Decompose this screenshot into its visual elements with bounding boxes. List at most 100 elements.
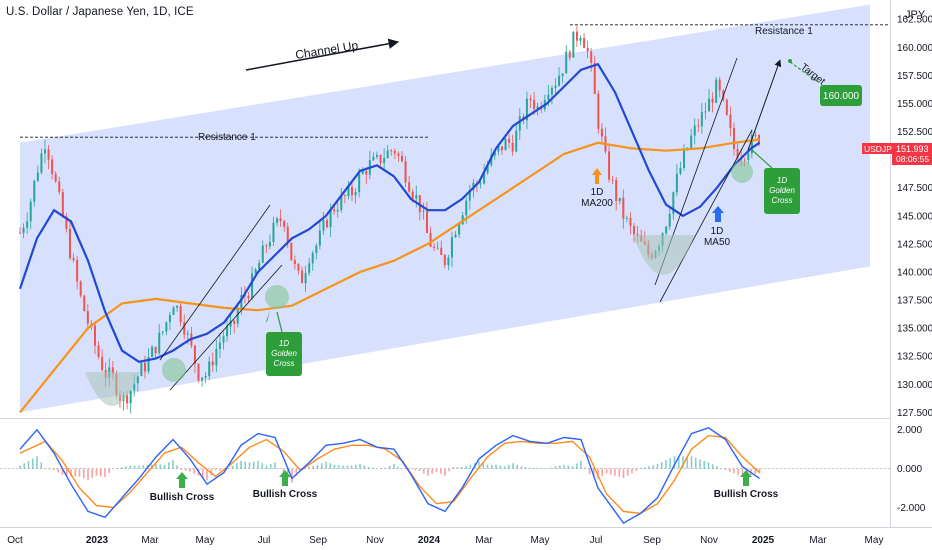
candle-body <box>629 217 632 226</box>
candle-body <box>515 130 518 152</box>
macd-histogram-bar <box>320 463 323 469</box>
y-tick-label: 155.000 <box>897 99 932 110</box>
macd-histogram-bar <box>754 468 757 475</box>
macd-histogram-bar <box>252 461 255 469</box>
bullish-cross-1: Bullish Cross <box>150 472 215 503</box>
macd-histogram-bar <box>558 465 561 469</box>
candle-body <box>500 146 503 151</box>
candle-body <box>351 187 354 196</box>
candle-body <box>454 234 457 238</box>
candle-body <box>279 218 282 222</box>
x-tick-label: 2024 <box>418 535 441 546</box>
candle-body <box>468 190 471 201</box>
macd-histogram-bar <box>244 461 247 469</box>
macd-histogram-bar <box>201 468 204 478</box>
candle-body <box>683 149 686 169</box>
macd-histogram-bar <box>40 462 43 469</box>
macd-histogram-bar <box>23 463 26 469</box>
macd-histogram-bar <box>422 468 425 474</box>
candle-body <box>718 79 721 91</box>
macd-histogram-bar <box>316 464 319 469</box>
candle-body <box>172 307 175 316</box>
candle-body <box>729 114 732 129</box>
macd-histogram-bar <box>533 467 536 469</box>
macd-histogram-bar <box>588 468 591 475</box>
candle-body <box>179 305 182 323</box>
macd-histogram-bar <box>363 465 366 469</box>
macd-histogram-bar <box>643 467 646 469</box>
macd-histogram-bar <box>652 465 655 469</box>
projection-arrow <box>747 59 782 151</box>
candle-body <box>54 173 57 182</box>
macd-histogram-bar <box>138 465 140 469</box>
candle-body <box>593 62 596 94</box>
x-tick-label: Nov <box>700 535 718 546</box>
candle-body <box>511 142 514 152</box>
macd-histogram-bar <box>376 468 378 470</box>
candle-body <box>19 232 21 234</box>
macd-histogram-bar <box>104 468 106 478</box>
macd-histogram-bar <box>529 467 531 469</box>
candle-body <box>415 195 418 199</box>
candle-body <box>486 165 489 173</box>
golden-cross-circle <box>731 161 753 183</box>
macd-histogram-bar <box>350 465 353 469</box>
candle-body <box>143 362 146 372</box>
candle-body <box>497 146 500 152</box>
candle-body <box>708 98 711 112</box>
macd-histogram-bar <box>265 465 268 469</box>
macd-histogram-bar <box>550 467 553 469</box>
macd-histogram-bar <box>95 468 98 476</box>
candle-body <box>747 153 750 161</box>
macd-histogram-bar <box>741 468 744 477</box>
macd-histogram-bar <box>218 468 221 471</box>
candle-body <box>383 158 386 164</box>
bullish-cross-2-text: Bullish Cross <box>253 489 318 500</box>
candle-body <box>379 154 382 164</box>
macd-histogram-bar <box>99 468 102 477</box>
candle-body <box>265 245 268 247</box>
candle-body <box>83 295 86 312</box>
x-tick-label: Mar <box>475 535 493 546</box>
candle-body <box>508 138 511 143</box>
macd-histogram-bar <box>486 464 489 469</box>
macd-histogram-bar <box>728 468 731 472</box>
candle-body <box>147 356 150 372</box>
macd-histogram-bar <box>70 468 72 477</box>
macd-histogram-bar <box>78 468 81 477</box>
candle-body <box>397 153 400 156</box>
candle-body <box>126 394 129 404</box>
macd-histogram-bar <box>74 468 77 477</box>
macd-histogram-bar <box>656 463 659 469</box>
candle-body <box>193 345 196 364</box>
macd-histogram-bar <box>299 468 302 470</box>
ma50-line2: MA50 <box>704 237 731 248</box>
golden-cross-circle <box>265 285 289 309</box>
candle-body <box>636 234 639 236</box>
macd-histogram-bar <box>541 468 544 469</box>
macd-histogram-bar <box>546 468 548 470</box>
candle-body <box>211 361 214 366</box>
candle-body <box>447 257 450 266</box>
macd-histogram-bar <box>711 464 714 469</box>
candle-body <box>61 192 64 217</box>
golden-cross-1-l2: Golden <box>271 349 297 358</box>
candle-body <box>29 201 32 222</box>
candle-body <box>443 255 446 266</box>
channel-up-label: Channel Up <box>294 38 359 62</box>
y-tick-label: 147.500 <box>897 183 932 194</box>
ma200-line <box>19 138 760 414</box>
candle-body <box>483 172 486 184</box>
macd-histogram-bar <box>724 468 727 471</box>
macd-histogram-bar <box>626 468 629 476</box>
macd-histogram-bar <box>520 466 523 469</box>
candle-body <box>668 213 671 227</box>
candle-body <box>633 225 636 235</box>
candle-body <box>390 150 393 152</box>
candle-body <box>286 226 289 243</box>
candle-body <box>293 260 296 265</box>
candle-body <box>68 228 71 258</box>
macd-histogram-bar <box>91 468 94 478</box>
target-line <box>789 61 819 83</box>
